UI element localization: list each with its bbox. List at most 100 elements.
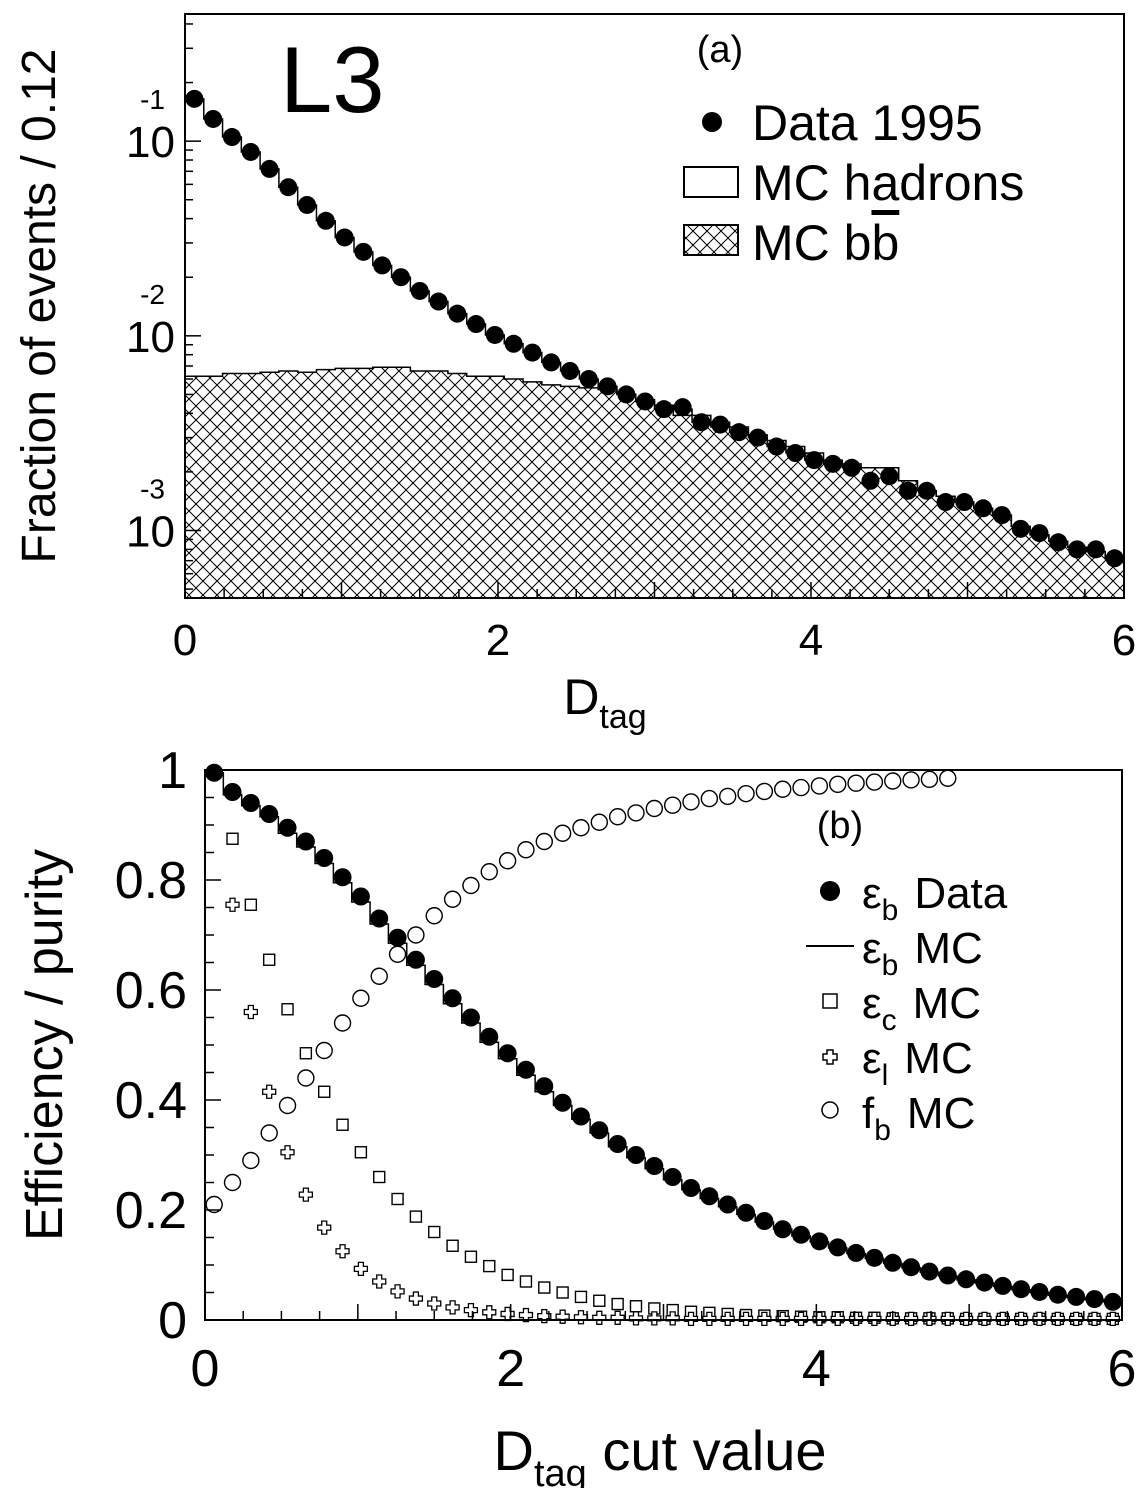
eb-data-point — [315, 849, 334, 867]
fb-mc-point — [682, 793, 700, 811]
el-mc-point — [922, 1311, 937, 1327]
data-1995-point — [241, 142, 260, 161]
el-mc-point — [537, 1309, 552, 1324]
fb-mc-point — [718, 787, 737, 806]
ec-mc-point — [281, 1003, 294, 1016]
x-tick-label: 0 — [191, 1340, 220, 1398]
legend-mc-hadrons-label: MC hadrons — [752, 155, 1024, 211]
eb-data-point — [1048, 1285, 1067, 1304]
data-1995-point — [673, 398, 692, 417]
panel-b-x-axis-label: Dtag cut value — [494, 1419, 827, 1488]
legend-el-mc-marker — [822, 1049, 838, 1065]
data-1995-point — [936, 493, 955, 512]
el-mc-point — [610, 1310, 625, 1325]
fb-mc-point — [443, 890, 462, 908]
data-1995-point — [805, 451, 824, 470]
fb-mc-point — [315, 1041, 333, 1060]
y-tick-label-base: 10 — [126, 118, 175, 167]
el-mc-point — [1013, 1311, 1029, 1327]
el-mc-point — [518, 1307, 534, 1323]
eb-data-point — [865, 1248, 884, 1267]
y-tick-label: 0.2 — [115, 1182, 187, 1240]
data-1995-points — [185, 89, 1124, 568]
y-tick-label-exponent: -3 — [140, 473, 165, 504]
eb-data-point — [406, 950, 425, 969]
eb-data-point — [351, 887, 370, 906]
eb-data-point — [388, 928, 407, 947]
eb-data-point — [498, 1044, 517, 1063]
el-mc-point — [463, 1302, 479, 1318]
eb-data-point — [516, 1060, 535, 1079]
panel-a-ticks — [184, 23, 1125, 598]
fb-mc-point — [388, 945, 407, 963]
ec-mc-point — [244, 898, 258, 911]
data-1995-point — [560, 361, 579, 380]
ec-mc-point — [556, 1286, 569, 1299]
panel-b-ticks — [204, 769, 1123, 1321]
fb-mc-point — [590, 813, 609, 831]
el-mc-point — [683, 1311, 699, 1327]
panel-b-x-tick-labels: 0 2 4 6 — [191, 1340, 1137, 1398]
el-mc-point — [353, 1261, 369, 1276]
el-mc-point — [1087, 1311, 1102, 1327]
x-tick-label: 0 — [173, 616, 197, 665]
eb-data-point — [902, 1258, 921, 1277]
eb-data-point — [883, 1253, 902, 1272]
fb-mc-point — [480, 863, 498, 881]
el-mc-point — [793, 1311, 809, 1327]
y-tick-label: 1 — [158, 742, 187, 800]
el-mc-point — [1105, 1311, 1120, 1327]
y-tick-label: 0.6 — [115, 962, 187, 1020]
eb-data-point — [370, 909, 389, 928]
eb-data-point — [737, 1203, 756, 1222]
eb-data-point — [425, 970, 444, 988]
el-mc-point — [243, 1004, 258, 1020]
fb-mc-point — [260, 1124, 278, 1142]
fb-mc-point — [608, 808, 627, 826]
el-mc-point — [775, 1311, 790, 1327]
fb-mc-point — [333, 1014, 352, 1032]
fb-mc-point — [920, 770, 939, 789]
el-mc-point — [573, 1310, 589, 1325]
el-mc-point — [940, 1311, 955, 1327]
eb-data-point — [957, 1270, 976, 1289]
data-1995-point — [899, 481, 918, 500]
fb-mc-point — [829, 775, 847, 793]
ec-mc-point — [318, 1085, 331, 1098]
ec-mc-point — [226, 832, 239, 845]
ec-mc-point — [373, 1170, 386, 1184]
legend-mc-bb-label: MC bb — [752, 215, 899, 271]
data-1995-point — [298, 195, 317, 214]
data-1995-point — [185, 89, 204, 108]
x-tick-label: 4 — [799, 616, 823, 665]
el-mc-point — [830, 1311, 845, 1327]
eb-data-point — [241, 794, 260, 812]
el-mc-point — [665, 1311, 680, 1326]
fb-mc-point — [535, 832, 553, 851]
legend-mc-hadrons-box — [683, 166, 739, 198]
eb-data-point — [810, 1232, 829, 1251]
eb-data-point — [223, 783, 242, 801]
el-mc-point — [262, 1084, 277, 1099]
eb-data-point — [608, 1135, 627, 1153]
el-mc-point — [1069, 1311, 1084, 1327]
legend-ec-mc-marker — [822, 993, 838, 1009]
fb-mc-point — [425, 907, 443, 925]
fb-mc-point — [902, 771, 920, 789]
data-1995-point — [654, 400, 673, 419]
fb-mc-point — [700, 789, 719, 808]
el-mc-point — [812, 1311, 827, 1327]
el-mc-point — [592, 1310, 607, 1325]
panel-b-y-tick-labels: 0 0.2 0.4 0.6 0.8 1 — [115, 742, 187, 1350]
panel-b-legend: εb Data εb MC εc MC εl MC fb MC — [806, 869, 1008, 1147]
eb-data-point — [718, 1195, 737, 1214]
data-1995-point — [692, 413, 711, 432]
eb-data-point — [700, 1187, 719, 1206]
el-mc-point — [372, 1274, 387, 1289]
eff-b-mc-line — [205, 772, 1122, 1303]
data-1995-point — [880, 467, 899, 486]
legend-eb-mc-label: εb MC — [862, 924, 983, 982]
data-1995-point — [1011, 519, 1030, 538]
eb-data-point — [993, 1276, 1012, 1295]
panel-b-points — [205, 763, 1122, 1327]
